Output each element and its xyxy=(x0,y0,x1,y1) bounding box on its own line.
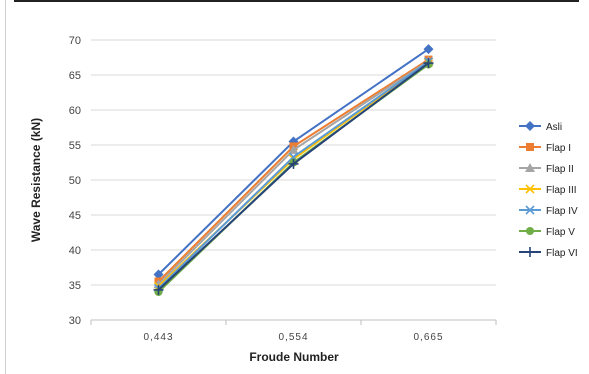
legend-marker xyxy=(526,143,534,151)
legend-item: Flap III xyxy=(519,184,577,196)
legend-marker xyxy=(526,227,534,235)
legend: Asli Flap I Flap II Flap III Flap IV Flap V Fl… xyxy=(519,121,578,259)
legend-item: Asli xyxy=(519,121,562,133)
series-line xyxy=(157,63,430,293)
series-flap-v xyxy=(154,60,433,296)
y-axis-ticks: 30 35 40 45 50 55 60 65 70 xyxy=(69,35,81,327)
x-axis-ticks: 0,443 0,554 0,665 xyxy=(90,320,497,343)
legend-item: Flap I xyxy=(519,143,571,154)
legend-marker xyxy=(525,121,535,131)
legend-label: Flap II xyxy=(546,164,574,175)
legend-marker xyxy=(525,184,535,194)
left-border-line xyxy=(5,0,6,374)
x-tick-label: 0,443 xyxy=(143,332,173,343)
x-tick-label: 0,554 xyxy=(278,332,308,343)
data-point xyxy=(288,144,299,154)
data-point xyxy=(423,44,434,55)
gridlines xyxy=(91,39,496,321)
legend-label: Flap I xyxy=(546,143,571,154)
series-group xyxy=(153,44,434,296)
legend-label: Flap III xyxy=(546,185,577,196)
legend-marker xyxy=(525,205,535,215)
legend-item: Flap VI xyxy=(519,247,578,259)
x-tick-label: 0,665 xyxy=(413,332,443,343)
y-tick-label: 30 xyxy=(69,315,81,327)
y-axis-label: Wave Resistance (kN) xyxy=(29,118,43,242)
y-tick-label: 55 xyxy=(69,140,81,152)
y-tick-label: 40 xyxy=(69,245,81,257)
y-tick-label: 35 xyxy=(69,280,81,292)
legend-marker xyxy=(525,163,535,172)
data-point xyxy=(153,284,164,295)
legend-marker xyxy=(525,247,535,257)
legend-label: Flap VI xyxy=(546,248,578,259)
y-tick-label: 65 xyxy=(69,70,81,82)
x-axis-label: Froude Number xyxy=(249,350,339,364)
legend-label: Flap IV xyxy=(546,206,578,217)
y-tick-label: 50 xyxy=(69,175,81,187)
y-tick-label: 60 xyxy=(69,105,81,117)
series-flap-vi xyxy=(153,58,434,295)
y-tick-label: 45 xyxy=(69,210,81,222)
legend-item: Flap II xyxy=(519,163,574,175)
data-point xyxy=(153,269,164,280)
legend-item: Flap V xyxy=(519,227,575,238)
legend-label: Flap V xyxy=(546,227,575,238)
data-point xyxy=(288,158,299,169)
legend-label: Asli xyxy=(546,122,562,133)
legend-item: Flap IV xyxy=(519,205,578,217)
y-tick-label: 70 xyxy=(69,35,81,47)
top-border-line xyxy=(14,0,579,2)
data-point xyxy=(423,58,434,69)
series-line xyxy=(157,62,430,291)
